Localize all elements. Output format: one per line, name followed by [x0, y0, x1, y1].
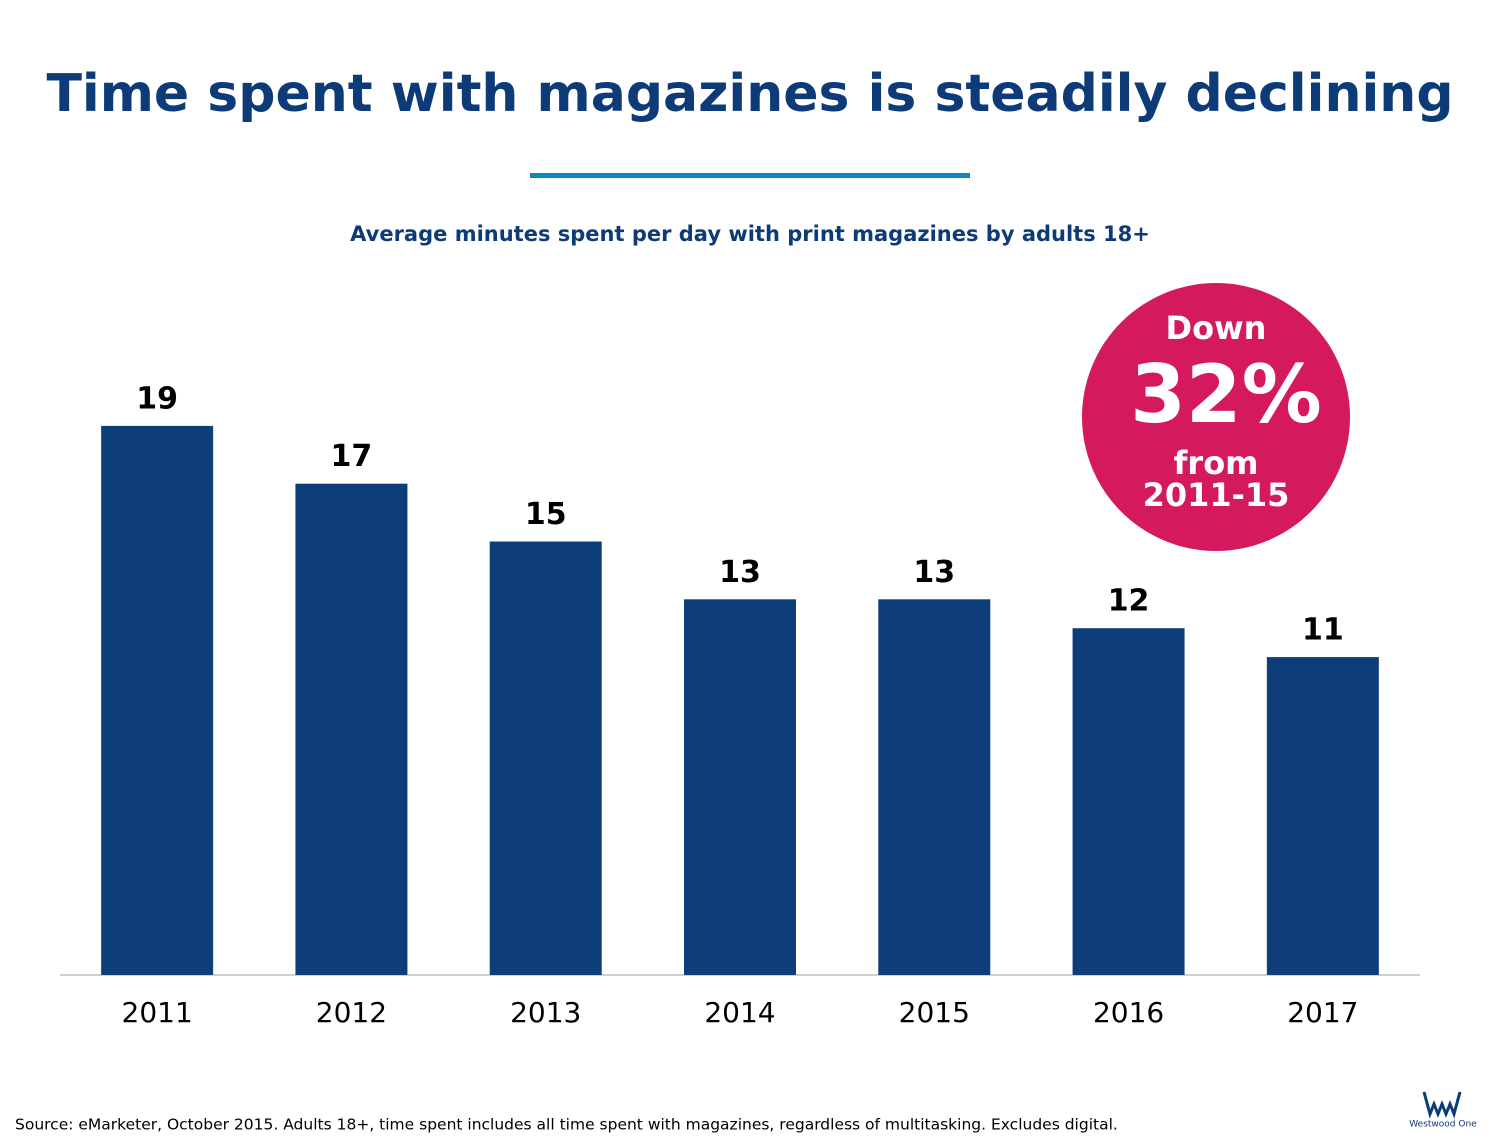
- chart-subtitle: Average minutes spent per day with print…: [350, 222, 1150, 246]
- bar: [489, 541, 602, 975]
- x-tick-label: 2015: [899, 996, 970, 1029]
- annotation-circle: [1082, 283, 1350, 551]
- x-tick-label: 2014: [704, 996, 775, 1029]
- value-label: 12: [1108, 584, 1150, 619]
- value-label: 19: [136, 381, 178, 416]
- bar: [101, 425, 214, 975]
- logo-mark: [1422, 1091, 1462, 1119]
- x-tick-label: 2017: [1287, 996, 1358, 1029]
- title-rule: [530, 173, 970, 178]
- x-tick-label: 2016: [1093, 996, 1164, 1029]
- bar: [684, 599, 796, 975]
- value-label: 17: [331, 439, 373, 474]
- x-tick-label: 2011: [122, 996, 193, 1029]
- annotation-text: 2011-15: [1143, 476, 1290, 514]
- value-label: 15: [525, 497, 567, 532]
- bar: [878, 599, 991, 975]
- source-note: Source: eMarketer, October 2015. Adults …: [15, 1116, 1118, 1134]
- annotation-text: 32%: [1130, 348, 1321, 441]
- annotation-text: from: [1173, 444, 1258, 482]
- bar: [1072, 628, 1185, 975]
- value-label: 11: [1302, 613, 1344, 648]
- logo-text: Westwood One: [1409, 1120, 1477, 1130]
- x-tick-label: 2013: [510, 996, 581, 1029]
- bar: [295, 483, 408, 975]
- x-tick-label: 2012: [316, 996, 387, 1029]
- value-label: 13: [913, 555, 955, 590]
- value-label: 13: [719, 555, 761, 590]
- chart-title: Time spent with magazines is steadily de…: [46, 64, 1453, 124]
- bar: [1266, 657, 1379, 975]
- annotation-text: Down: [1166, 309, 1267, 347]
